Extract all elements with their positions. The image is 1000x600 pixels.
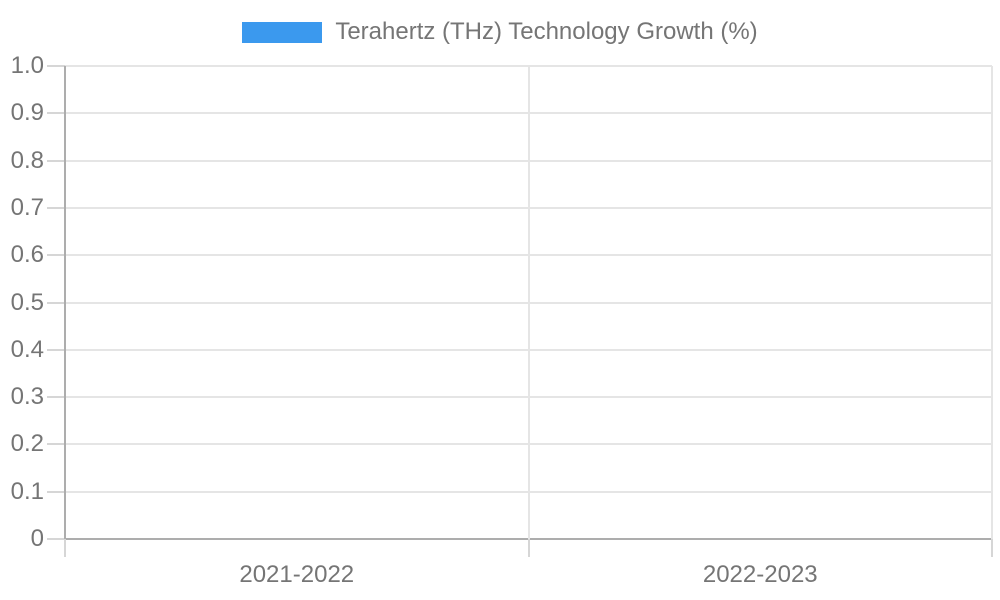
y-tick <box>47 348 65 351</box>
y-tick-label: 0.6 <box>10 241 44 269</box>
plot-right-border <box>991 66 993 539</box>
y-tick <box>47 254 65 257</box>
y-tick-label: 0.3 <box>10 383 44 411</box>
y-tick-label: 0.1 <box>10 477 44 505</box>
x-tick-label: 2021-2022 <box>239 561 355 588</box>
y-tick <box>47 396 65 399</box>
category-divider-line <box>527 66 530 539</box>
y-tick-label: 0.4 <box>10 335 44 363</box>
y-tick-label: 0.7 <box>10 193 44 221</box>
y-tick-label: 0.9 <box>10 99 44 127</box>
y-tick <box>47 301 65 304</box>
y-tick <box>47 490 65 493</box>
x-tick <box>991 539 993 557</box>
y-tick-label: 0.5 <box>10 288 44 316</box>
y-tick-label: 0.2 <box>10 430 44 458</box>
y-axis-line <box>64 66 66 539</box>
y-tick-label: 0.8 <box>10 146 44 174</box>
y-tick <box>47 65 65 67</box>
y-tick-label: 1.0 <box>10 52 44 79</box>
chart-legend[interactable]: Terahertz (THz) Technology Growth (%) <box>0 19 1000 45</box>
y-tick-label: 0 <box>30 525 44 552</box>
legend-label: Terahertz (THz) Technology Growth (%) <box>335 18 758 45</box>
y-tick <box>47 159 65 162</box>
x-tick <box>527 539 530 557</box>
y-tick <box>47 538 65 540</box>
legend-swatch <box>242 21 323 43</box>
x-tick <box>64 539 66 557</box>
y-tick <box>47 112 65 115</box>
x-tick-label: 2022-2023 <box>702 561 818 588</box>
y-tick <box>47 206 65 209</box>
y-tick <box>47 443 65 446</box>
